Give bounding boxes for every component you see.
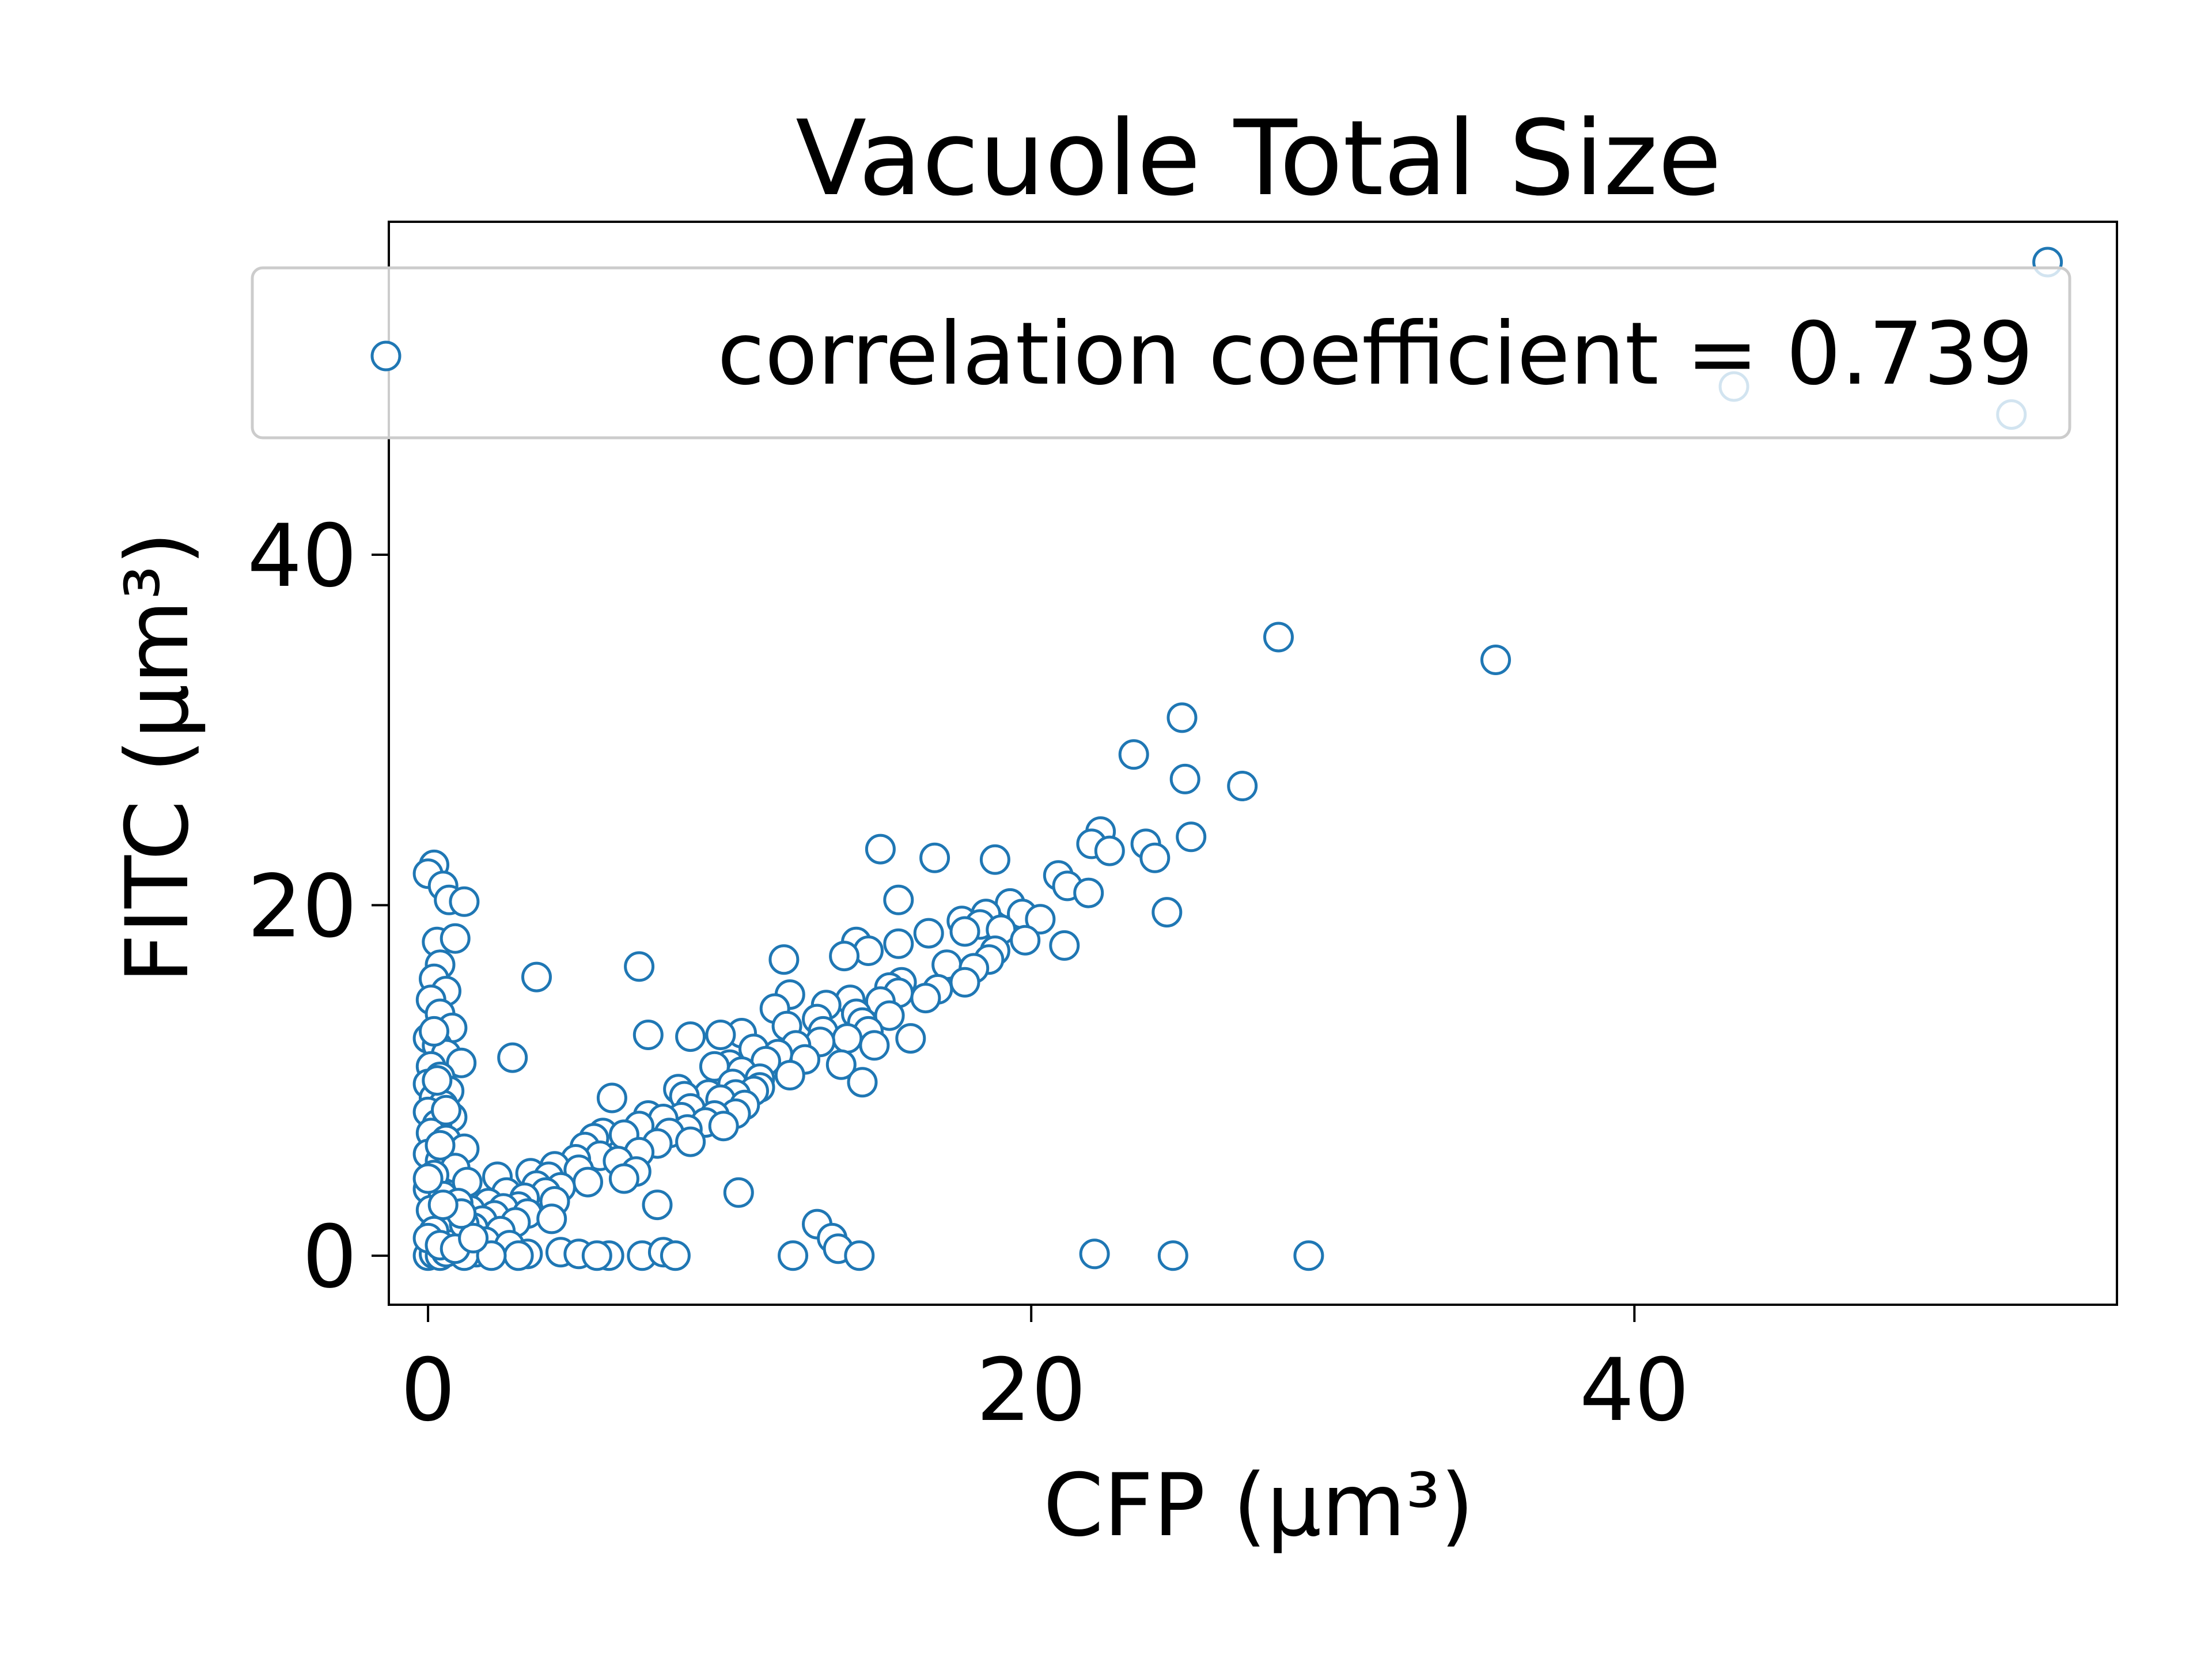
data-point	[427, 1190, 459, 1221]
x-axis-ticks: 0 20 40	[400, 1305, 1690, 1441]
data-point	[913, 918, 944, 949]
data-point	[497, 1042, 528, 1073]
data-point	[919, 842, 950, 873]
data-point	[536, 1203, 567, 1234]
data-point	[708, 1111, 739, 1142]
legend-box	[251, 266, 2071, 440]
legend-label: correlation coefficient = 0.739	[717, 304, 2033, 404]
data-point	[768, 944, 800, 975]
data-point	[883, 928, 914, 959]
x-tick-label: 40	[1580, 1340, 1690, 1441]
x-tick-label: 20	[976, 1340, 1086, 1441]
data-point	[847, 1067, 878, 1098]
data-point	[1010, 925, 1041, 956]
data-point	[829, 941, 860, 972]
data-point	[1073, 877, 1104, 908]
data-point	[1166, 702, 1198, 733]
data-point	[503, 1240, 534, 1271]
data-point	[476, 1240, 507, 1271]
data-point	[1139, 842, 1171, 873]
data-point	[832, 1023, 863, 1054]
data-point	[581, 1240, 612, 1271]
plot-area-frame	[388, 221, 2118, 1306]
data-point	[883, 884, 914, 915]
y-tick-label: 40	[247, 506, 357, 607]
legend-marker-icon	[370, 340, 402, 372]
data-point	[705, 1020, 736, 1050]
data-point	[675, 1021, 706, 1052]
data-point	[440, 923, 471, 954]
data-point	[422, 1065, 453, 1096]
data-point	[1025, 904, 1056, 935]
data-point	[521, 961, 552, 993]
data-point	[825, 1049, 857, 1080]
y-tick-label: 20	[247, 857, 357, 957]
data-point	[1480, 645, 1511, 675]
data-point	[949, 916, 980, 947]
data-point	[642, 1190, 673, 1221]
data-point	[449, 886, 480, 917]
data-point	[778, 1240, 809, 1271]
data-point	[1049, 930, 1080, 961]
data-point	[1227, 771, 1258, 801]
data-point	[608, 1163, 639, 1194]
y-axis-ticks: 0 20 40	[247, 506, 389, 1308]
data-point	[419, 1016, 449, 1047]
data-point	[774, 1060, 805, 1090]
data-point	[431, 1094, 461, 1126]
x-tick-label: 0	[400, 1340, 455, 1441]
data-point	[1152, 897, 1183, 928]
data-point	[573, 1166, 603, 1198]
data-points	[412, 247, 2063, 1271]
y-tick-label: 0	[302, 1207, 357, 1308]
data-point	[1094, 835, 1125, 866]
data-point	[458, 1222, 489, 1253]
data-point	[1263, 622, 1294, 653]
data-point	[412, 1163, 444, 1194]
data-point	[1176, 821, 1207, 853]
data-point	[624, 951, 655, 982]
data-point	[844, 1240, 875, 1271]
data-point	[675, 1126, 706, 1157]
data-point	[425, 1130, 456, 1161]
data-point	[1169, 763, 1200, 794]
data-point	[1293, 1240, 1324, 1271]
x-axis-label: CFP (μm³)	[1043, 1456, 1474, 1556]
legend: correlation coefficient = 0.739	[251, 266, 2071, 440]
data-point	[865, 834, 896, 865]
data-point	[596, 1082, 627, 1113]
data-point	[1118, 739, 1149, 770]
data-point	[723, 1177, 754, 1208]
data-point	[1157, 1240, 1188, 1271]
data-point	[910, 983, 941, 1014]
data-point	[446, 1047, 477, 1078]
data-point	[1079, 1238, 1110, 1270]
chart-title: Vacuole Total Size	[796, 99, 1722, 219]
data-point	[895, 1023, 926, 1054]
data-point	[979, 844, 1010, 875]
data-point	[660, 1240, 691, 1271]
data-point	[632, 1020, 664, 1050]
data-point	[949, 967, 980, 998]
data-point	[859, 1030, 890, 1061]
y-axis-label: FITC (μm³)	[108, 532, 208, 984]
